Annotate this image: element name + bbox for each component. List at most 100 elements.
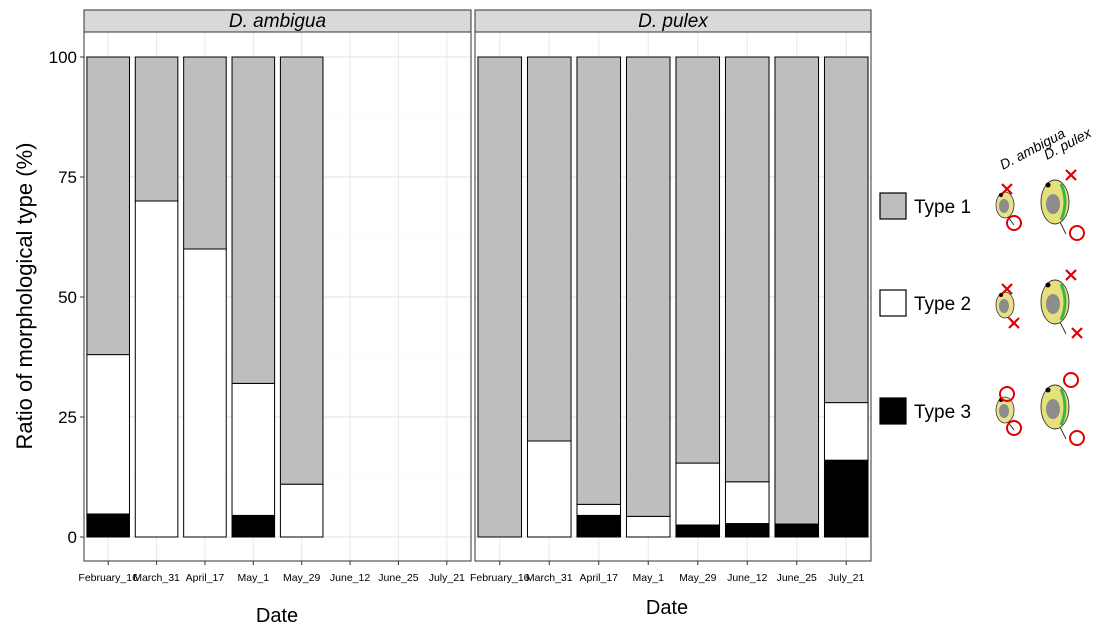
bar-segment-type3-may_29	[675, 524, 721, 538]
daphnia-brood	[1046, 399, 1060, 419]
daphnia-tail-spine	[1059, 321, 1067, 335]
daphnia-ambigua-icon	[995, 396, 1015, 431]
daphnia-eye	[1045, 182, 1051, 188]
bar-segment-type1-may_29	[279, 56, 324, 485]
bar-segment-type2-may_1	[625, 515, 671, 538]
bar-segment-type1-february_16	[86, 56, 130, 356]
helmet-absent-cross-icon	[1001, 283, 1013, 295]
bar-segment-type1-may_1	[231, 56, 276, 384]
bar-segment-type1-june_12	[724, 56, 770, 483]
spine-present-circle-icon	[1006, 215, 1022, 231]
bar-segment-type3-june_12	[724, 523, 770, 538]
x-axis-label-left: Date	[256, 605, 298, 627]
daphnia-eye	[1045, 282, 1051, 288]
spine-present-circle-icon	[1006, 420, 1022, 436]
cross-stroke	[1001, 283, 1013, 295]
helmet-absent-cross-icon	[1065, 169, 1077, 181]
daphnia-brood	[1046, 294, 1060, 314]
spine-absent-cross-icon	[1008, 317, 1020, 329]
bar-segment-type2-april_17	[576, 503, 622, 516]
bar-segment-type2-may_1	[231, 382, 276, 516]
bar-segment-type1-april_17	[183, 56, 227, 250]
daphnia-pulex-icon	[1040, 179, 1070, 235]
bar-segment-type2-april_17	[183, 248, 227, 538]
daphnia-gut-green	[1059, 183, 1067, 221]
bar-segment-type1-february_16	[477, 56, 523, 538]
y-tick-label: 50	[58, 288, 77, 307]
legend-swatch-type3	[879, 397, 907, 425]
daphnia-tail-spine	[1059, 221, 1067, 235]
panel-border	[474, 31, 872, 562]
bar-segment-type3-july_21	[823, 459, 869, 538]
daphnia-pulex-icon	[1040, 279, 1070, 335]
daphnia-ambigua-icon	[995, 191, 1015, 226]
bar-segment-type3-june_25	[774, 523, 820, 538]
helmet-present-circle-icon	[1063, 372, 1079, 388]
legend-swatch-type1	[879, 192, 907, 220]
bar-segment-type2-june_12	[724, 481, 770, 525]
x-tick-label: February_16	[470, 572, 530, 584]
y-tick-label: 100	[49, 48, 77, 67]
bar-segment-type1-june_25	[774, 56, 820, 525]
y-tick-label: 0	[68, 528, 77, 547]
y-tick-label: 75	[58, 168, 77, 187]
legend-label-type2: Type 2	[914, 294, 971, 315]
daphnia-gut	[999, 199, 1009, 213]
legend-swatch-type2	[879, 289, 907, 317]
daphnia-gut-green	[1059, 388, 1067, 426]
x-tick-label: April_17	[186, 572, 225, 584]
daphnia-gut-green	[1059, 283, 1067, 321]
daphnia-eye	[1045, 387, 1051, 393]
cross-stroke	[1071, 327, 1083, 339]
x-tick-label: March_31	[133, 572, 180, 584]
x-tick-label: July_21	[828, 572, 864, 584]
helmet-present-circle-icon	[999, 386, 1015, 402]
x-tick-label: February_16	[78, 572, 138, 584]
x-tick-label: June_12	[727, 572, 767, 584]
bar-segment-type3-may_1	[231, 514, 276, 538]
spine-present-circle-icon	[1069, 225, 1085, 241]
helmet-absent-cross-icon	[1001, 183, 1013, 195]
legend: Type 1 Type 2 Type 3	[879, 192, 971, 425]
bar-segment-type1-march_31	[526, 56, 572, 442]
spine-present-circle-icon	[1069, 430, 1085, 446]
cross-stroke	[1065, 169, 1077, 181]
x-tick-label: June_25	[378, 572, 418, 584]
legend-label-type1: Type 1	[914, 197, 971, 218]
bar-segment-type2-may_29	[279, 483, 324, 538]
cross-stroke	[1008, 317, 1020, 329]
bar-segment-type2-march_31	[526, 440, 572, 538]
facet-title: D. ambigua	[229, 11, 326, 32]
x-tick-label: June_25	[777, 572, 817, 584]
bar-segment-type1-april_17	[576, 56, 622, 505]
y-axis-label: Ratio of morphological type (%)	[12, 143, 37, 450]
x-tick-label: May_29	[283, 572, 321, 584]
bar-segment-type2-march_31	[134, 200, 179, 538]
legend-label-type3: Type 3	[914, 402, 971, 423]
daphnia-gut	[999, 404, 1009, 418]
daphnia-pulex-icon	[1040, 384, 1070, 440]
x-tick-label: May_29	[679, 572, 717, 584]
bar-segment-type2-may_29	[675, 462, 721, 526]
bar-segment-type2-july_21	[823, 402, 869, 461]
x-tick-label: May_1	[632, 572, 664, 584]
bar-segment-type3-april_17	[576, 514, 622, 538]
x-tick-label: June_12	[330, 572, 370, 584]
x-tick-label: March_31	[526, 572, 573, 584]
spine-absent-cross-icon	[1071, 327, 1083, 339]
x-tick-label: April_17	[579, 572, 618, 584]
daphnia-tail-spine	[1059, 426, 1067, 440]
cross-stroke	[1001, 183, 1013, 195]
y-axis: 0 25 50 75 100	[49, 48, 84, 547]
bar-segment-type3-february_16	[86, 513, 130, 538]
y-tick-label: 25	[58, 408, 77, 427]
daphnia-gut	[999, 299, 1009, 313]
x-tick-label: May_1	[238, 572, 270, 584]
bar-segment-type1-may_1	[625, 56, 671, 517]
bar-segment-type1-july_21	[823, 56, 869, 404]
